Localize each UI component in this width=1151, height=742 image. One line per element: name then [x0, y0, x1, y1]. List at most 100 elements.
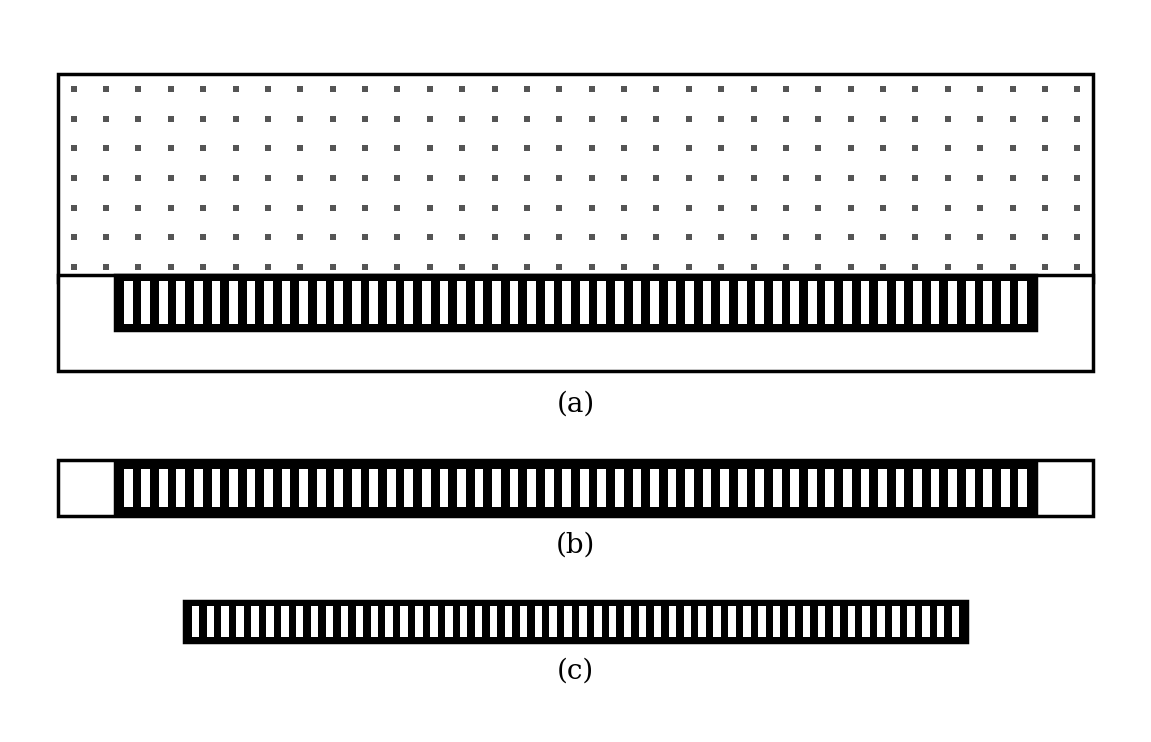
Bar: [440, 469, 449, 508]
Bar: [729, 606, 735, 637]
Bar: [878, 469, 886, 508]
Bar: [1019, 469, 1027, 508]
Bar: [317, 469, 326, 508]
Bar: [527, 281, 536, 324]
Bar: [115, 275, 1036, 330]
Bar: [650, 469, 658, 508]
Bar: [352, 281, 360, 324]
Bar: [58, 275, 1093, 371]
Bar: [299, 469, 308, 508]
Bar: [773, 606, 780, 637]
Bar: [404, 469, 413, 508]
Bar: [597, 469, 607, 508]
Bar: [952, 606, 960, 637]
Bar: [519, 606, 527, 637]
Bar: [738, 469, 747, 508]
Bar: [159, 469, 168, 508]
Bar: [624, 606, 632, 637]
Bar: [221, 606, 229, 637]
Bar: [311, 606, 319, 637]
Bar: [176, 281, 185, 324]
Bar: [913, 469, 922, 508]
Bar: [738, 281, 747, 324]
Bar: [246, 281, 256, 324]
Bar: [937, 606, 945, 637]
Bar: [633, 281, 641, 324]
Text: (b): (b): [556, 532, 595, 559]
Bar: [808, 469, 817, 508]
Bar: [369, 281, 379, 324]
Bar: [948, 281, 956, 324]
Bar: [580, 469, 588, 508]
Bar: [563, 469, 571, 508]
Bar: [609, 606, 617, 637]
Bar: [843, 281, 852, 324]
Bar: [229, 281, 238, 324]
Bar: [341, 606, 348, 637]
Bar: [401, 606, 407, 637]
Bar: [913, 281, 922, 324]
Bar: [594, 606, 602, 637]
Bar: [931, 281, 939, 324]
Text: (a): (a): [556, 391, 595, 418]
Bar: [58, 74, 1093, 282]
Bar: [474, 469, 483, 508]
Bar: [668, 469, 677, 508]
Bar: [296, 606, 304, 637]
Bar: [714, 606, 721, 637]
Bar: [861, 281, 869, 324]
Bar: [445, 606, 452, 637]
Bar: [246, 469, 256, 508]
Bar: [422, 469, 430, 508]
Bar: [788, 606, 795, 637]
Bar: [862, 606, 870, 637]
Bar: [334, 469, 343, 508]
Bar: [847, 606, 855, 637]
Bar: [1001, 469, 1009, 508]
Bar: [650, 281, 658, 324]
Bar: [580, 281, 588, 324]
Bar: [1019, 281, 1027, 324]
Bar: [931, 469, 939, 508]
Bar: [699, 606, 706, 637]
Bar: [490, 606, 497, 637]
Bar: [212, 469, 220, 508]
Bar: [58, 460, 1093, 516]
Bar: [791, 469, 799, 508]
Bar: [772, 469, 782, 508]
Bar: [142, 469, 150, 508]
Bar: [534, 606, 542, 637]
Bar: [563, 281, 571, 324]
Bar: [299, 281, 308, 324]
Bar: [1001, 281, 1009, 324]
Bar: [564, 606, 572, 637]
Bar: [527, 469, 536, 508]
Bar: [115, 463, 1036, 513]
Bar: [544, 281, 554, 324]
Bar: [282, 281, 290, 324]
Bar: [460, 606, 467, 637]
Bar: [422, 281, 430, 324]
Bar: [142, 281, 150, 324]
Bar: [721, 469, 729, 508]
Bar: [579, 606, 587, 637]
Bar: [474, 281, 483, 324]
Bar: [317, 281, 326, 324]
Bar: [922, 606, 930, 637]
Bar: [493, 469, 501, 508]
Bar: [159, 281, 168, 324]
Bar: [615, 469, 624, 508]
Bar: [404, 281, 413, 324]
Bar: [457, 469, 466, 508]
Text: (c): (c): [557, 658, 594, 685]
Bar: [744, 606, 750, 637]
Bar: [702, 281, 711, 324]
Bar: [266, 606, 274, 637]
Bar: [369, 469, 379, 508]
Bar: [549, 606, 557, 637]
Bar: [124, 469, 132, 508]
Bar: [265, 469, 273, 508]
Bar: [895, 281, 905, 324]
Bar: [282, 469, 290, 508]
Bar: [191, 606, 199, 637]
